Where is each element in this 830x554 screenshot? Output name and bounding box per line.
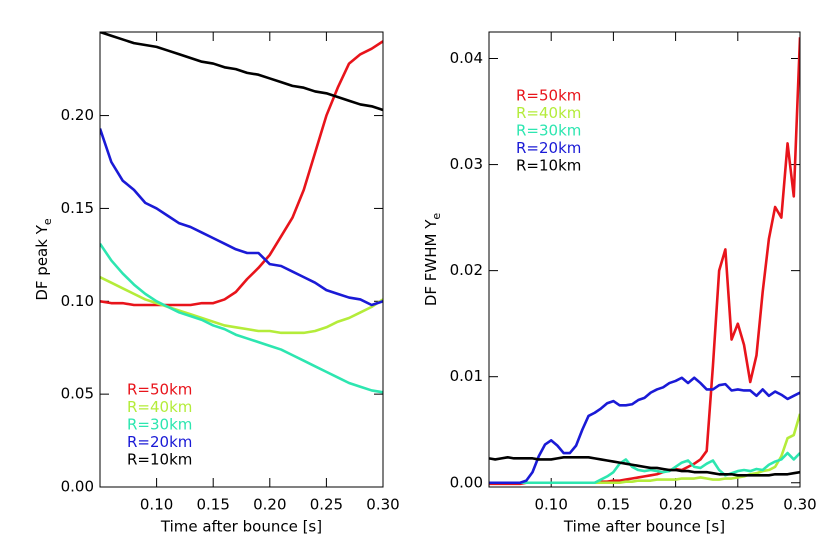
y-axis-label-text: DF FWHM Y bbox=[422, 219, 440, 306]
x-tick-label: 0.15 bbox=[597, 496, 630, 514]
x-tick-label: 0.10 bbox=[534, 496, 567, 514]
x-tick-label: 0.30 bbox=[783, 496, 816, 514]
x-tick-label: 0.10 bbox=[140, 496, 173, 514]
legend-label: R=50km bbox=[127, 381, 192, 399]
x-tick-label: 0.15 bbox=[196, 496, 229, 514]
y-axis-label-text: DF peak Y bbox=[33, 224, 51, 300]
legend-label: R=40km bbox=[516, 104, 581, 122]
y-tick-label: 0.04 bbox=[450, 49, 483, 67]
series-line bbox=[489, 451, 800, 485]
y-tick-label: 0.00 bbox=[61, 478, 94, 496]
y-tick-label: 0.02 bbox=[450, 261, 483, 279]
legend-label: R=40km bbox=[127, 398, 192, 416]
y-tick-label: 0.05 bbox=[61, 385, 94, 403]
y-tick-label: 0.20 bbox=[61, 106, 94, 124]
series-line bbox=[100, 275, 383, 335]
y-tick-label: 0.15 bbox=[61, 199, 94, 217]
y-axis-label-subscript: e bbox=[41, 218, 54, 225]
x-tick-label: 0.20 bbox=[253, 496, 286, 514]
x-tick-label: 0.25 bbox=[310, 496, 343, 514]
legend-label: R=20km bbox=[127, 433, 192, 451]
x-tick-label: 0.20 bbox=[659, 496, 692, 514]
y-tick-label: 0.10 bbox=[61, 292, 94, 310]
plot-frame bbox=[99, 31, 384, 488]
y-axis-label: DF peak Ye bbox=[33, 218, 55, 301]
series-line bbox=[100, 32, 383, 112]
legend-label: R=30km bbox=[516, 122, 581, 140]
legend-label: R=30km bbox=[127, 416, 192, 434]
series-line bbox=[100, 242, 383, 394]
legend-label: R=10km bbox=[127, 451, 192, 469]
y-axis-label-subscript: e bbox=[430, 213, 443, 220]
legend-label: R=20km bbox=[516, 139, 581, 157]
x-tick-label: 0.25 bbox=[721, 496, 754, 514]
plot-frame bbox=[488, 31, 801, 488]
legend-label: R=10km bbox=[516, 157, 581, 175]
y-axis-label: DF FWHM Ye bbox=[422, 213, 444, 307]
series-line bbox=[489, 376, 800, 485]
y-tick-label: 0.03 bbox=[450, 155, 483, 173]
y-tick-label: 0.01 bbox=[450, 367, 483, 385]
x-axis-label: Time after bounce [s] bbox=[563, 518, 725, 536]
series-line bbox=[100, 40, 383, 307]
series-line bbox=[489, 413, 800, 485]
legend-label: R=50km bbox=[516, 87, 581, 105]
x-tick-label: 0.30 bbox=[366, 496, 399, 514]
y-tick-label: 0.00 bbox=[450, 473, 483, 491]
x-axis-label: Time after bounce [s] bbox=[160, 518, 322, 536]
series-line bbox=[489, 456, 800, 477]
series-line bbox=[100, 128, 383, 307]
